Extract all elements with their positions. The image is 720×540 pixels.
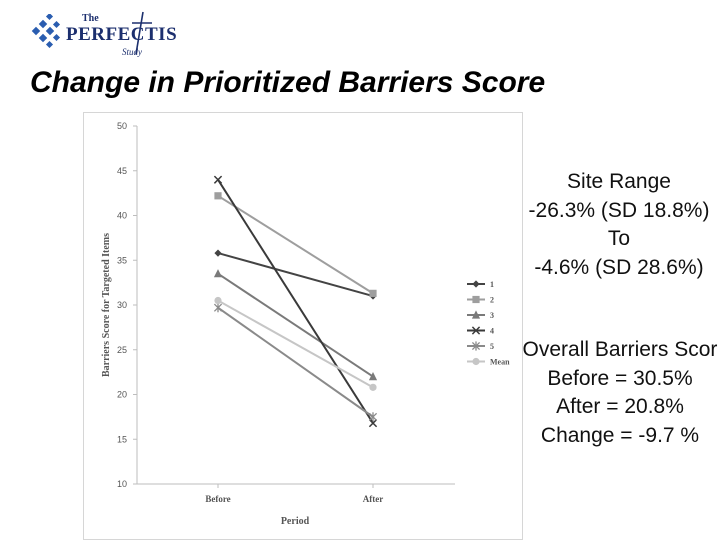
overall-before: Before = 30.5% xyxy=(547,366,693,390)
series-line-4 xyxy=(217,179,374,424)
series-line-mean xyxy=(217,299,374,389)
overall-heading: Overall Barriers Scor xyxy=(522,338,718,361)
y-tick-label: 20 xyxy=(117,390,127,400)
y-tick-label: 35 xyxy=(117,255,127,265)
overall-change: Change = -9.7 % xyxy=(540,423,700,447)
legend-marker-1 xyxy=(472,280,480,288)
overall-barriers-block: Overall Barriers Scor Before = 30.5% Aft… xyxy=(500,336,720,450)
y-tick-label: 50 xyxy=(117,121,127,131)
logo-cross-icon xyxy=(132,11,152,55)
y-axis-title: Barriers Score for Targeted Items xyxy=(101,233,112,377)
site-range-block: Site Range -26.3% (SD 18.8%) To -4.6% (S… xyxy=(484,168,720,282)
data-point-mean-before xyxy=(214,296,222,305)
y-tick-label: 40 xyxy=(117,211,127,221)
legend-label-2: 2 xyxy=(490,296,494,305)
series-line-3 xyxy=(217,272,374,378)
data-point-3-after xyxy=(368,372,378,381)
y-tick-label: 30 xyxy=(117,300,127,310)
series-line-1 xyxy=(217,252,374,298)
legend-label-5: 5 xyxy=(490,342,494,351)
x-tick-label: Before xyxy=(205,494,230,504)
slide-title: Change in Prioritized Barriers Score xyxy=(30,66,546,99)
y-tick-label: 45 xyxy=(117,166,127,176)
data-point-mean-after xyxy=(369,383,377,391)
logo-study-text: Study xyxy=(122,47,142,57)
overall-after: After = 20.8% xyxy=(556,395,684,418)
y-tick-label: 25 xyxy=(117,345,127,355)
site-range-line-2: To xyxy=(607,227,631,250)
x-tick-label: After xyxy=(363,494,383,504)
series-line-5 xyxy=(217,306,374,418)
x-axis-title: Period xyxy=(281,516,310,527)
data-point-2-before xyxy=(214,192,222,200)
data-point-2-after xyxy=(369,289,377,297)
y-tick-label: 10 xyxy=(117,479,127,489)
site-range-heading: Site Range xyxy=(567,170,671,193)
data-point-4-after xyxy=(368,419,378,428)
legend-label-3: 3 xyxy=(490,311,494,320)
perfectis-logo: The PERFECTIS Study xyxy=(30,10,180,60)
data-point-3-before xyxy=(213,269,223,278)
chart-frame-border xyxy=(83,112,523,540)
legend-marker-4 xyxy=(471,326,481,335)
barriers-chart: 10 15 20 25 30 35 40 45 50 Before After Period Barri… xyxy=(83,112,523,540)
legend-marker-2 xyxy=(472,295,480,304)
data-point-1-before xyxy=(214,249,222,257)
logo-diamond-mark-icon xyxy=(31,14,61,48)
y-tick-label: 15 xyxy=(117,434,127,444)
site-range-line-1: -26.3% (SD 18.8%) xyxy=(528,198,710,222)
legend-label-1: 1 xyxy=(490,280,494,289)
legend-label-mean: Mean xyxy=(490,358,510,367)
legend-marker-3 xyxy=(471,310,481,319)
data-point-4-before xyxy=(213,175,223,184)
logo-the-text: The xyxy=(82,13,99,24)
logo-name-text: PERFECTIS xyxy=(66,24,178,45)
site-range-line-3: -4.6% (SD 28.6%) xyxy=(534,255,704,279)
legend-label-4: 4 xyxy=(490,327,494,336)
series-line-2 xyxy=(217,194,374,295)
legend-marker-mean xyxy=(472,357,480,366)
